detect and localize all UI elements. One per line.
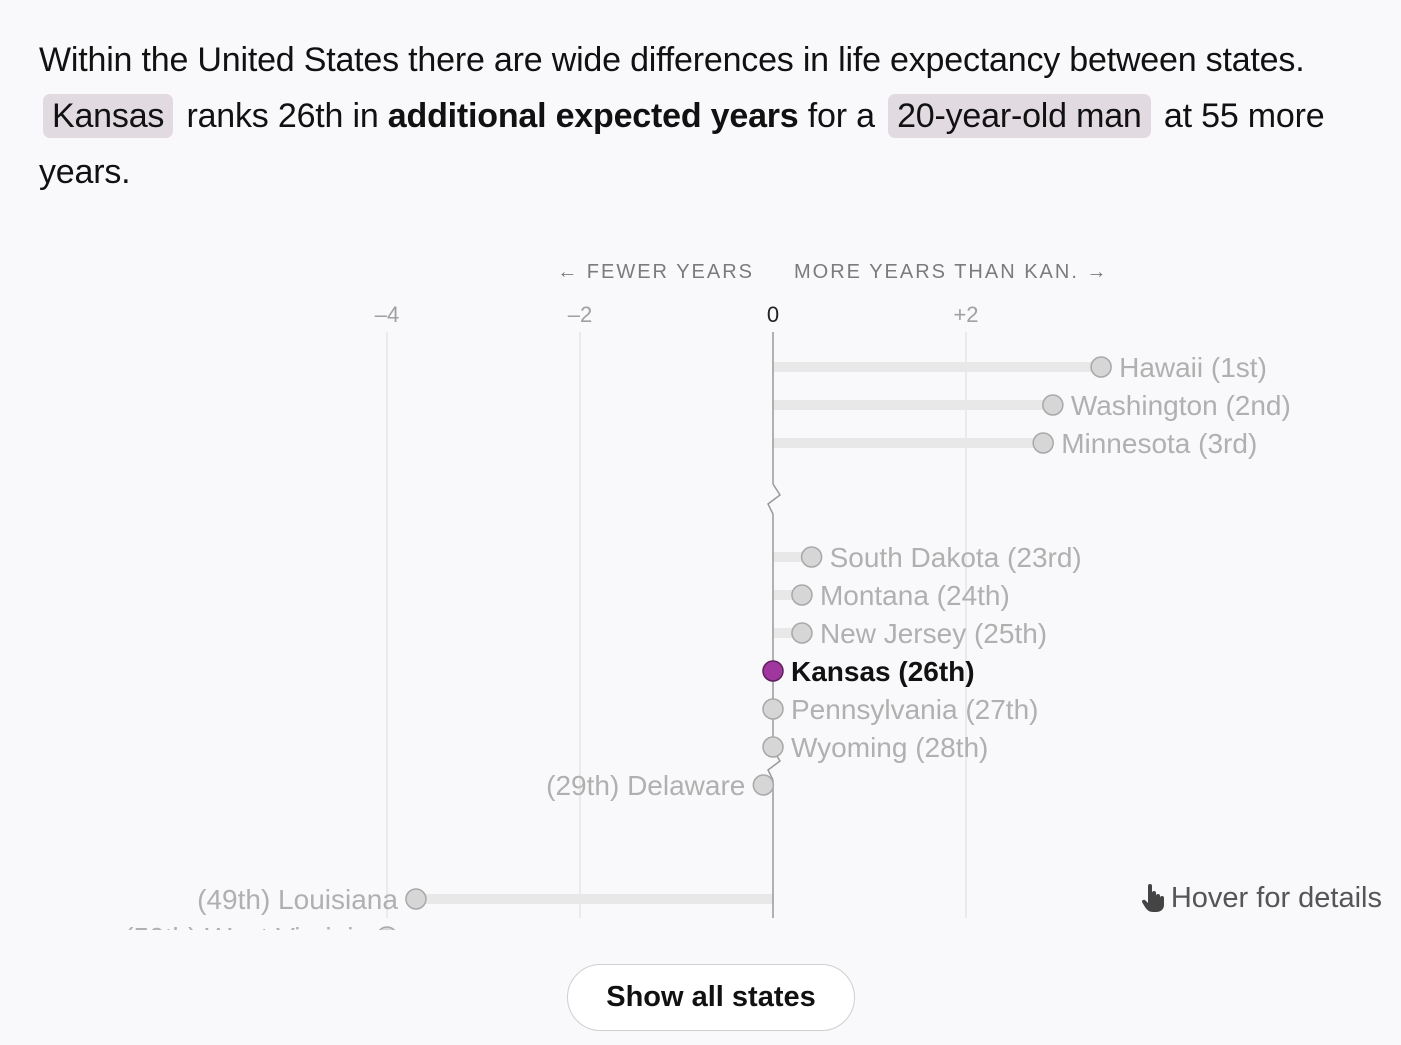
intro-ranks-text: ranks 26th in	[186, 97, 379, 135]
label-hawaii-1st: Hawaii (1st)	[1119, 352, 1267, 383]
bar-montana-24th	[773, 590, 802, 600]
pointer-hand-icon	[1141, 883, 1164, 912]
label-50th-west-virginia: (50th) West Virginia	[124, 922, 369, 930]
dot-washington-2nd[interactable]	[1042, 394, 1064, 416]
bar-hawaii-1st	[773, 362, 1102, 372]
label-south-dakota-23rd: South Dakota (23rd)	[830, 542, 1082, 573]
zero-axis	[767, 332, 782, 918]
hover-hint: Hover for details	[1141, 882, 1382, 915]
grid-layer: –4 –2 0 +2	[375, 302, 979, 918]
label-minnesota-3rd: Minnesota (3rd)	[1061, 428, 1257, 459]
dot-29th-delaware[interactable]	[752, 774, 775, 796]
label-washington-2nd: Washington (2nd)	[1071, 390, 1291, 421]
label-pennsylvania-27th: Pennsylvania (27th)	[791, 694, 1038, 725]
intro-paragraph: Within the United States there are wide …	[39, 32, 1379, 200]
dot-pennsylvania-27th[interactable]	[762, 698, 784, 720]
label-kansas-26th: Kansas (26th)	[791, 656, 975, 687]
dot-wyoming-28th[interactable]	[762, 736, 784, 758]
label-29th-delaware: (29th) Delaware	[546, 770, 745, 801]
bar-minnesota-3rd	[773, 438, 1044, 448]
dot-montana-24th[interactable]	[791, 584, 813, 606]
bar-south-dakota-23rd	[773, 552, 812, 562]
show-all-states-button[interactable]: Show all states	[567, 964, 855, 1031]
dot-hawaii-1st[interactable]	[1090, 356, 1112, 378]
intro-tail: at 55 more years.	[39, 97, 1325, 191]
x-tick-label: –2	[568, 302, 592, 327]
life-expectancy-chart: ← FEWER YEARS MORE YEARS THAN KAN. → –4–…	[124, 261, 1291, 930]
state-selector-chip[interactable]: Kansas	[43, 94, 174, 138]
x-tick-label: +2	[953, 302, 978, 327]
label-wyoming-28th: Wyoming (28th)	[791, 732, 988, 763]
metric-label: additional expected years	[387, 97, 799, 135]
intro-for-a: for a	[807, 97, 875, 135]
bar-washington-2nd	[773, 400, 1053, 410]
dot-new-jersey-25th[interactable]	[791, 622, 813, 644]
dot-south-dakota-23rd[interactable]	[800, 546, 823, 568]
dot-kansas-26th[interactable]	[762, 660, 784, 682]
direction-label-fewer: ← FEWER YEARS	[557, 261, 754, 283]
bar-49th-louisiana	[415, 894, 773, 904]
axis-break-mark	[767, 483, 782, 515]
direction-label-more: MORE YEARS THAN KAN. →	[794, 261, 1108, 283]
bar-new-jersey-25th	[773, 628, 802, 638]
hover-hint-text: Hover for details	[1170, 882, 1382, 914]
dot-minnesota-3rd[interactable]	[1032, 432, 1054, 454]
demographic-selector-chip[interactable]: 20-year-old man	[888, 94, 1151, 138]
x-tick-label: –4	[375, 302, 399, 327]
label-new-jersey-25th: New Jersey (25th)	[820, 618, 1047, 649]
dot-50th-west-virginia[interactable]	[377, 926, 397, 930]
x-tick-label: 0	[767, 302, 779, 327]
label-montana-24th: Montana (24th)	[820, 580, 1010, 611]
dot-layer	[377, 356, 1112, 930]
label-layer: Hawaii (1st) Washington (2nd) Minnesota (3…	[124, 352, 1291, 930]
intro-line1: Within the United States there are wide …	[39, 41, 1305, 79]
label-49th-louisiana: (49th) Louisiana	[197, 884, 398, 915]
dot-49th-louisiana[interactable]	[405, 888, 427, 910]
